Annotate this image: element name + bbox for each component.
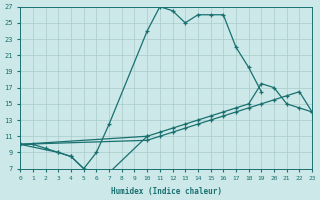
X-axis label: Humidex (Indice chaleur): Humidex (Indice chaleur) <box>111 187 222 196</box>
